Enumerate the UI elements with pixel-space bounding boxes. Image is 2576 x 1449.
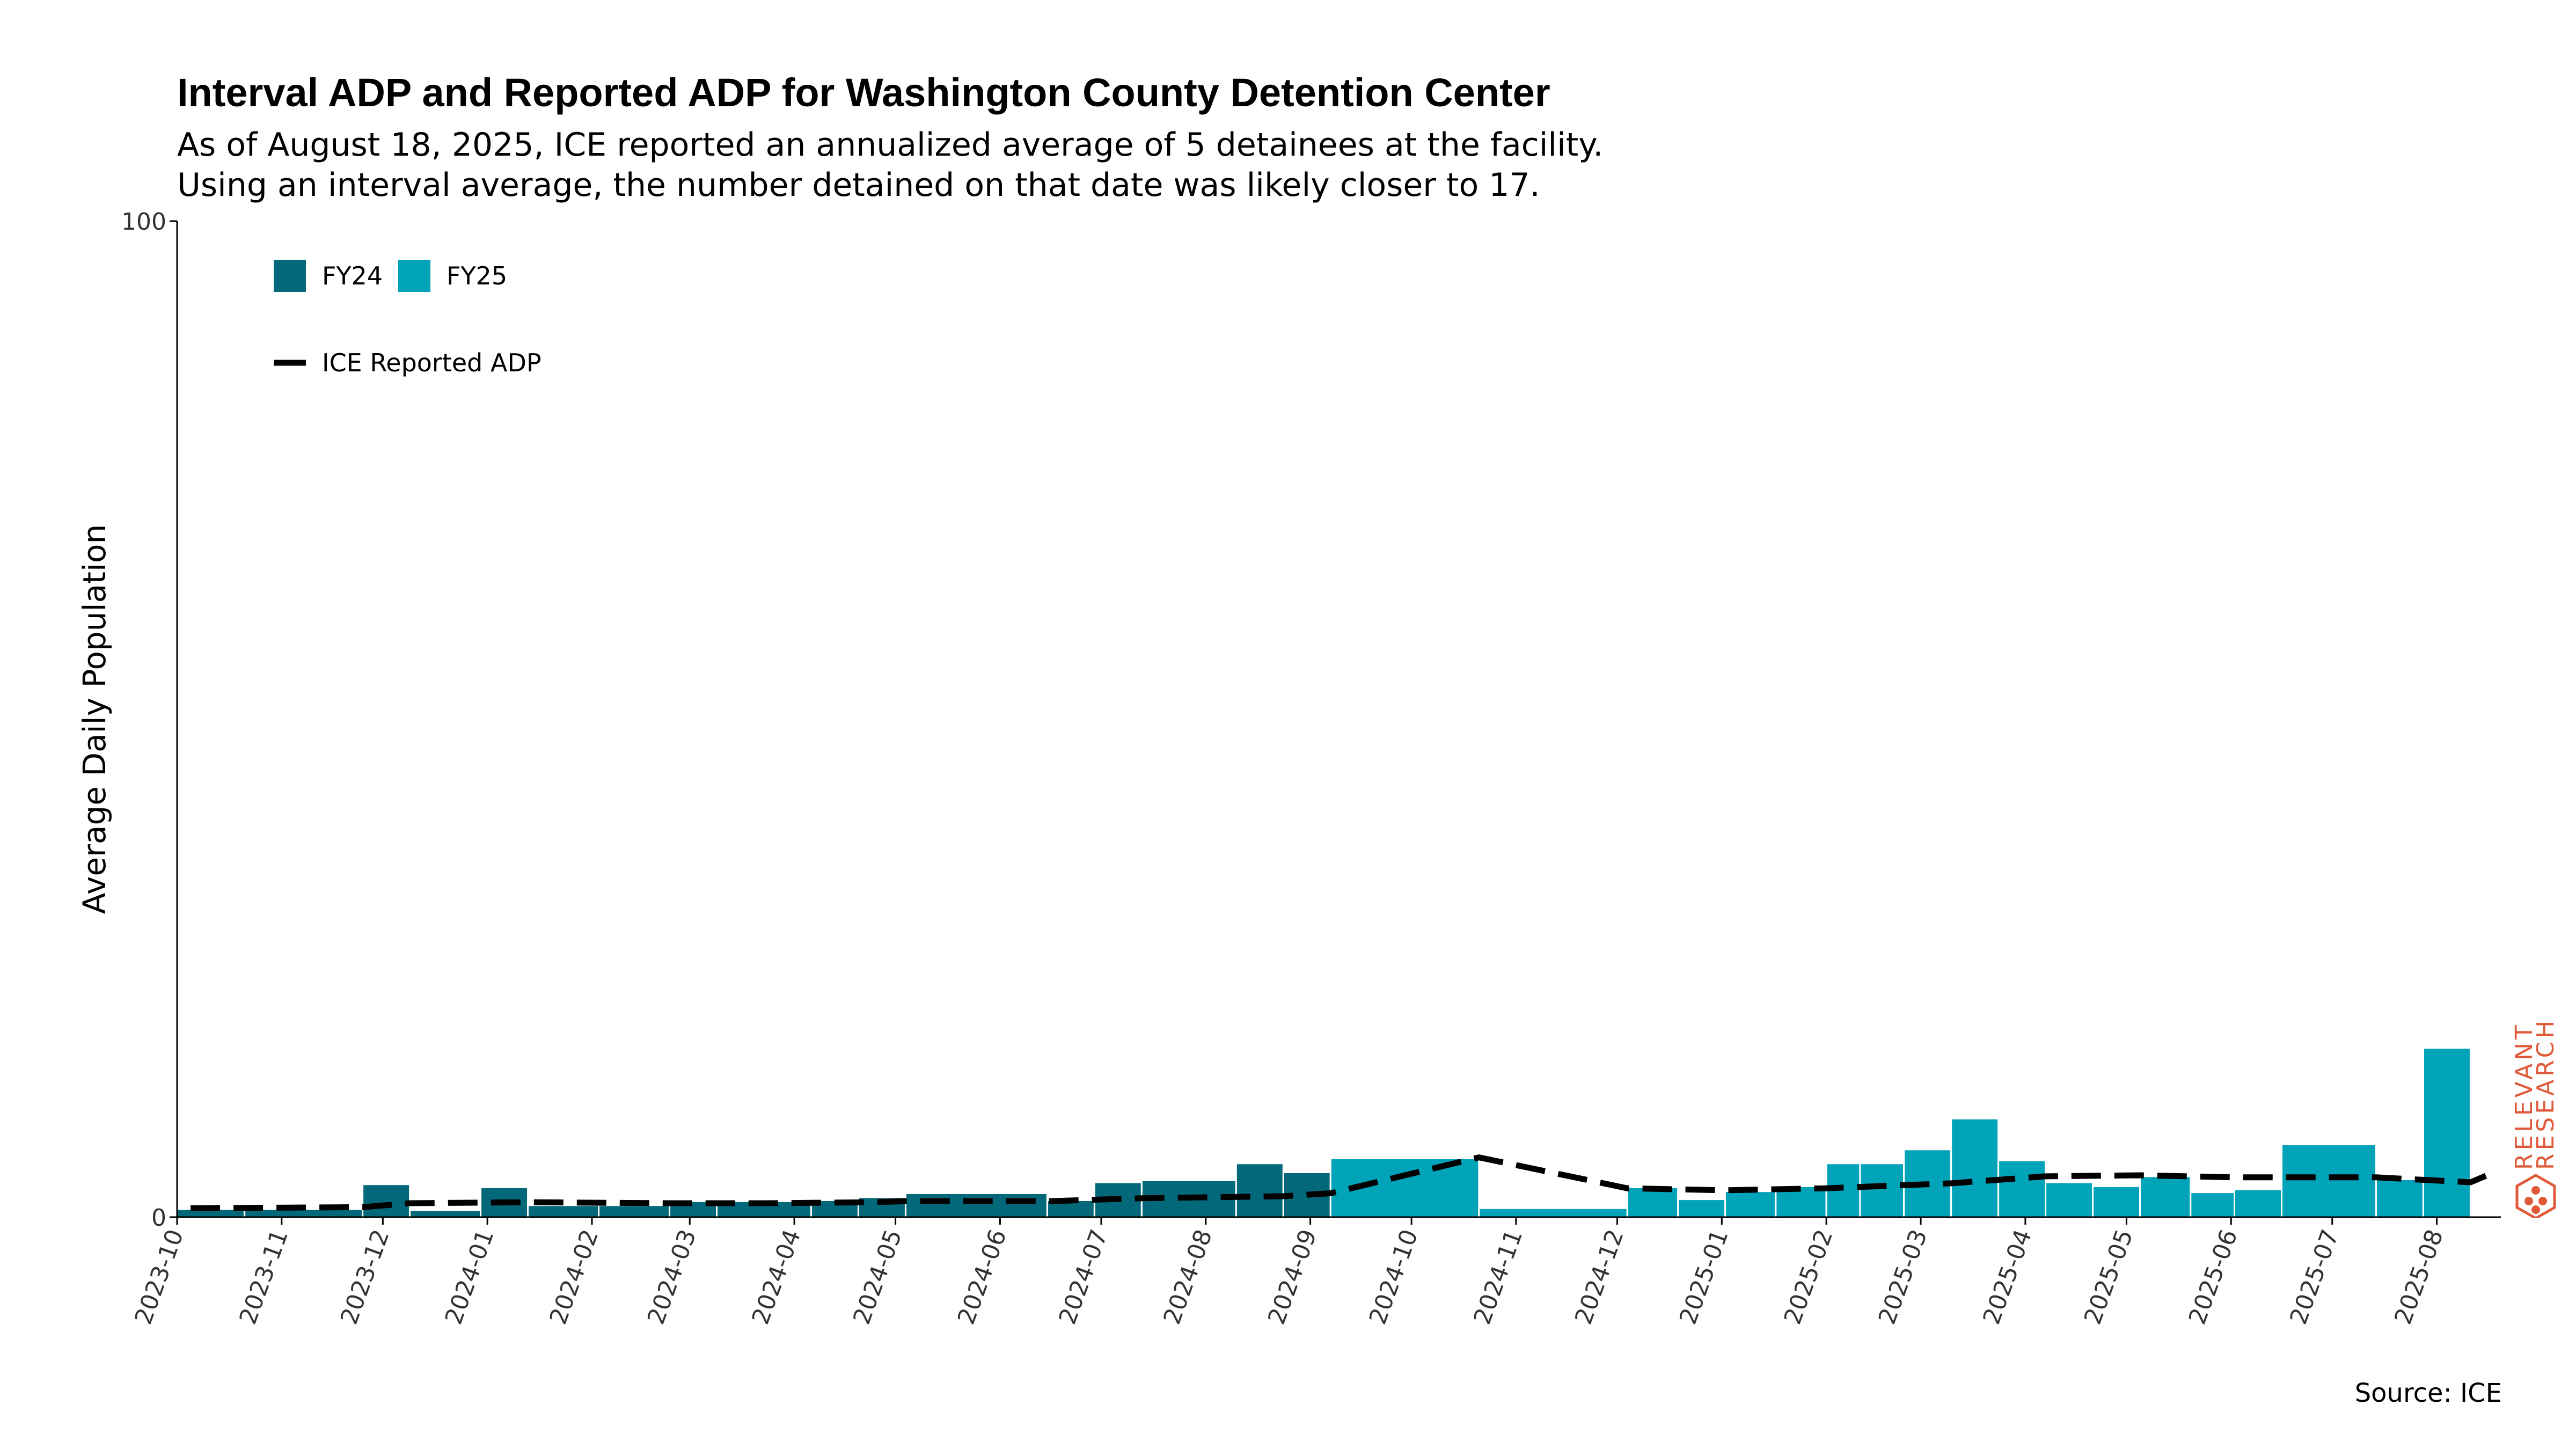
- legend-layer: FY24 FY25 ICE Reported ADP: [274, 260, 541, 377]
- chart-subtitle-line-2: Using an interval average, the number de…: [177, 166, 1540, 204]
- legend-label-ice-reported-adp: ICE Reported ADP: [322, 348, 541, 377]
- bar-fy24-16: [1235, 1162, 1284, 1218]
- logo-dot-1: [2531, 1186, 2540, 1195]
- x-tick-label-2023-10: 2023-10: [130, 1226, 189, 1328]
- bar-fy25-32: [2190, 1191, 2236, 1218]
- x-tick-label-2024-07: 2024-07: [1053, 1226, 1113, 1328]
- bar-fy25-34: [2281, 1144, 2377, 1218]
- bar-fy24-4: [409, 1209, 482, 1218]
- bar-fy25-21: [1677, 1198, 1726, 1218]
- x-tick-label-2024-10: 2024-10: [1364, 1226, 1424, 1328]
- bar-fy25-27: [1950, 1117, 2000, 1218]
- bar-fy25-36: [2422, 1046, 2471, 1218]
- logo-dot-4: [2531, 1205, 2540, 1214]
- bar-fy25-30: [2092, 1185, 2141, 1218]
- ice-reported-adp-line: [191, 1154, 2496, 1211]
- source-note: Source: ICE: [2354, 1378, 2502, 1408]
- bar-fy25-29: [2045, 1181, 2094, 1218]
- bar-fy25-28: [1997, 1159, 2047, 1218]
- bar-fy25-19: [1478, 1207, 1628, 1218]
- legend-swatch-fy24: [274, 260, 306, 292]
- x-tick-label-2025-02: 2025-02: [1779, 1226, 1839, 1328]
- x-tick-label-2025-08: 2025-08: [2389, 1226, 2449, 1328]
- y-tick-label-0: 0: [151, 1204, 166, 1232]
- legend-label-fy24: FY24: [322, 261, 383, 290]
- x-tick-label-2024-03: 2024-03: [642, 1226, 702, 1328]
- logo-text-research: RESEARCH: [2532, 1018, 2559, 1170]
- legend-label-fy25: FY25: [447, 261, 507, 290]
- bar-fy24-7: [598, 1204, 671, 1218]
- bar-fy25-31: [2139, 1175, 2192, 1218]
- bar-fy25-35: [2375, 1178, 2424, 1218]
- chart-title: Interval ADP and Reported ADP for Washin…: [177, 70, 1550, 115]
- x-tick-label-2024-11: 2024-11: [1468, 1226, 1528, 1328]
- x-tick-label-2025-04: 2025-04: [1978, 1226, 2037, 1328]
- x-tick-label-2024-08: 2024-08: [1158, 1226, 1218, 1328]
- x-tick-label-2024-05: 2024-05: [848, 1226, 908, 1328]
- x-tick-label-2025-07: 2025-07: [2285, 1226, 2344, 1328]
- bar-fy25-33: [2234, 1188, 2283, 1218]
- x-tick-label-2024-09: 2024-09: [1263, 1226, 1322, 1328]
- bars-layer: [176, 1046, 2471, 1218]
- line-layer: [191, 1154, 2496, 1211]
- logo-text-relevant: RELEVANT: [2512, 1022, 2538, 1170]
- x-tick-label-2023-11: 2023-11: [234, 1226, 294, 1328]
- logo-dot-2: [2524, 1197, 2533, 1205]
- x-tick-label-2024-12: 2024-12: [1570, 1226, 1629, 1328]
- logo-dot-3: [2538, 1197, 2547, 1205]
- x-tick-label-2024-01: 2024-01: [440, 1226, 500, 1328]
- bar-fy24-3: [362, 1183, 411, 1218]
- y-tick-label-100: 100: [121, 208, 166, 236]
- bar-fy25-25: [1859, 1162, 1905, 1218]
- bar-fy25-22: [1724, 1190, 1777, 1218]
- bar-fy24-6: [527, 1204, 600, 1218]
- x-tick-label-2024-02: 2024-02: [545, 1226, 604, 1328]
- x-tick-label-2024-06: 2024-06: [953, 1226, 1012, 1328]
- x-tick-label-2025-03: 2025-03: [1874, 1226, 1933, 1328]
- x-tick-label-2025-01: 2025-01: [1674, 1226, 1734, 1328]
- bar-fy24-12: [904, 1192, 1048, 1218]
- x-tick-label-2025-06: 2025-06: [2184, 1226, 2243, 1328]
- chart-subtitle-line-1: As of August 18, 2025, ICE reported an a…: [177, 126, 1604, 164]
- x-tick-label-2025-05: 2025-05: [2079, 1226, 2139, 1328]
- x-tick-label-2023-12: 2023-12: [335, 1226, 395, 1328]
- x-tick-label-2024-04: 2024-04: [747, 1226, 807, 1328]
- legend-swatch-fy25: [398, 260, 430, 292]
- logo-hex-icon: [2515, 1174, 2556, 1218]
